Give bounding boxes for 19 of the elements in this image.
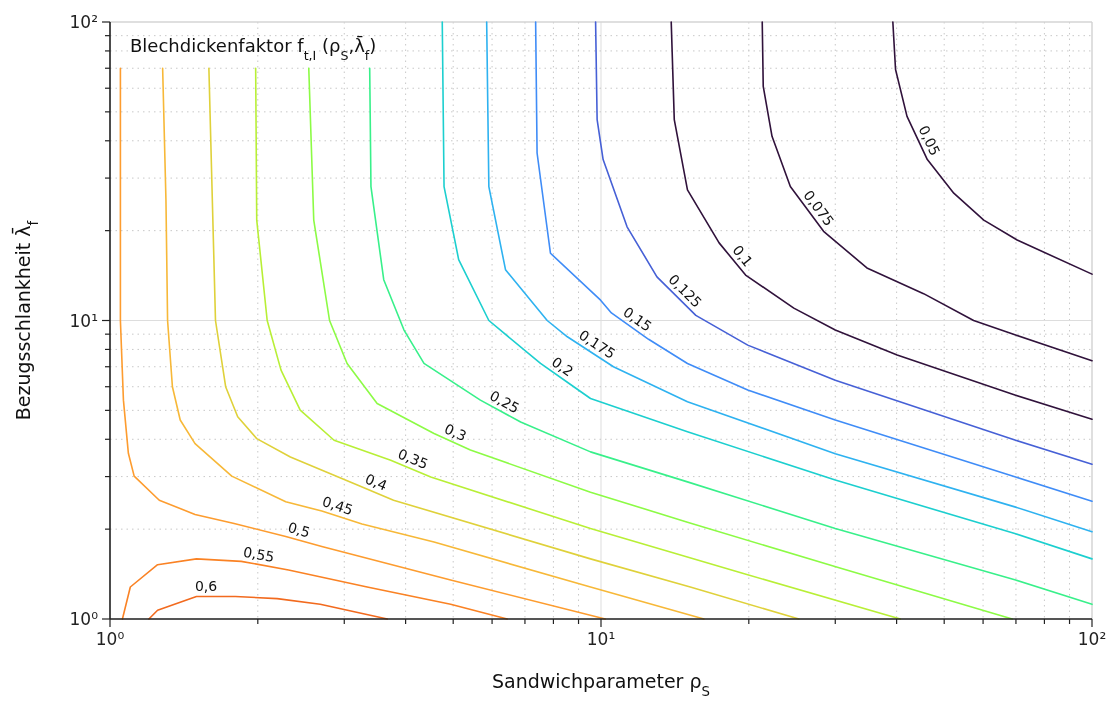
text: 0,2	[548, 353, 577, 380]
text: 0,4	[362, 470, 390, 494]
x-axis-title: Sandwichparameter ρ$_{S}$	[492, 670, 710, 699]
text: 0,3	[441, 420, 469, 445]
text: Blechdickenfaktor f$_{t,I}$ (ρ$_{S}$,λ̄$_{f}$)	[130, 34, 377, 63]
text: 0,5	[286, 519, 312, 541]
x-tick-label: 10⁰	[95, 629, 125, 649]
y-tick-label: 10²	[69, 12, 98, 32]
text: 0,45	[320, 493, 356, 519]
series-label: 0,6	[194, 578, 218, 595]
x-tick-label: 10¹	[586, 629, 616, 649]
text: 0,05	[915, 123, 944, 159]
text: 0,35	[395, 445, 431, 473]
x-tick-label: 10²	[1077, 629, 1107, 649]
y-tick-label: 10¹	[69, 310, 98, 331]
text: 0,1	[729, 242, 756, 270]
y-tick-label: 10⁰	[69, 609, 99, 629]
text: 0,25	[487, 387, 523, 417]
text: 0,55	[242, 543, 276, 566]
